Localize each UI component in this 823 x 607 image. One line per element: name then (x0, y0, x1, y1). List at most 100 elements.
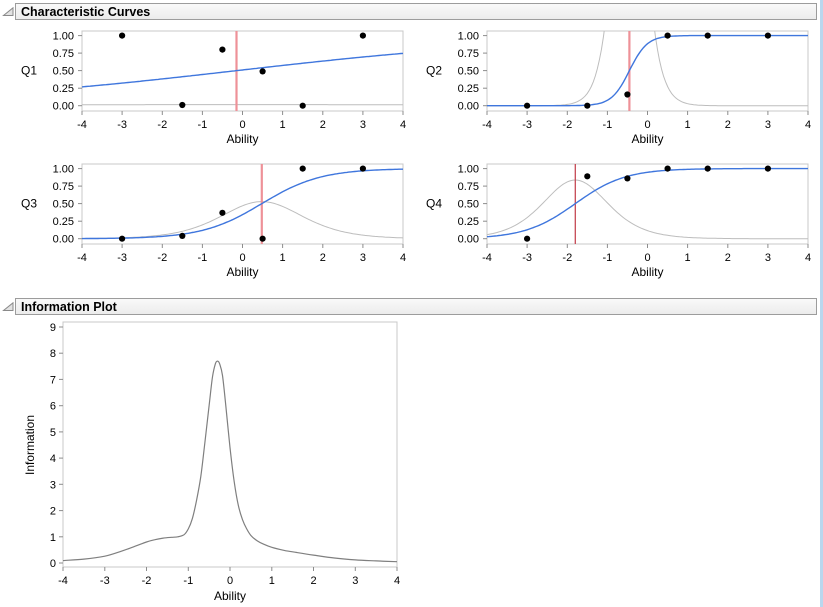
x-tick-label: -2 (157, 252, 167, 264)
x-tick-label: 2 (320, 119, 326, 131)
data-point (259, 68, 266, 75)
data-point (359, 32, 366, 39)
plot-frame (81, 163, 404, 245)
item-label: Q4 (426, 197, 442, 211)
x-tick-label: 2 (310, 575, 316, 587)
y-tick-label: 0 (50, 558, 56, 570)
disclosure-triangle-icon[interactable] (2, 302, 14, 312)
x-tick-label: 4 (805, 252, 811, 264)
data-point (584, 102, 591, 109)
disclosure-triangle-icon[interactable] (2, 7, 14, 17)
x-axis-label: Ability (226, 132, 258, 146)
y-tick-label: 0.50 (53, 66, 74, 78)
x-tick-label: 2 (320, 252, 326, 264)
x-tick-label: 4 (400, 252, 406, 264)
x-tick-label: 4 (400, 119, 406, 131)
data-point (119, 32, 126, 39)
x-tick-label: 1 (280, 119, 286, 131)
y-tick-label: 1.00 (458, 31, 479, 43)
x-tick-label: -4 (482, 252, 492, 264)
q2-characteristic-curve-plot: 0.00 0.25 0.50 0.75 1.00 -4 -3 -2 -1 0 1 2 3 4 Ability… (426, 30, 811, 146)
x-tick-label: 1 (269, 575, 275, 587)
x-tick-label: 4 (394, 575, 400, 587)
x-tick-label: -4 (482, 119, 492, 131)
y-tick-label: 0.00 (53, 101, 74, 113)
x-tick-label: 0 (644, 119, 650, 131)
q1-characteristic-curve-plot: 0.00 0.25 0.50 0.75 1.00 -4 -3 -2 -1 0 1 2 3 4 Ability… (21, 30, 406, 146)
data-point (764, 165, 771, 172)
x-axis-label: Ability (631, 132, 663, 146)
icc-curve (82, 168, 403, 240)
data-point (524, 102, 531, 109)
y-tick-label: 0.50 (53, 199, 74, 211)
x-tick-label: -2 (142, 575, 152, 587)
section-title: Information Plot (21, 299, 117, 314)
data-point (664, 32, 671, 39)
data-point (119, 235, 126, 242)
x-tick-label: 2 (725, 119, 731, 131)
y-tick-label: 4 (50, 453, 56, 465)
y-axis-label: Information (23, 415, 37, 475)
x-tick-label: -2 (562, 119, 572, 131)
x-tick-label: -1 (603, 252, 613, 264)
data-point (704, 165, 711, 172)
x-tick-label: -3 (117, 119, 127, 131)
y-tick-label: 6 (50, 401, 56, 413)
data-point (219, 46, 226, 53)
section-header-characteristic-curves[interactable]: Characteristic Curves (15, 3, 817, 20)
y-tick-label: 3 (50, 479, 56, 491)
x-tick-label: -3 (522, 252, 532, 264)
y-tick-label: 0.25 (458, 83, 479, 95)
x-tick-label: -4 (77, 252, 87, 264)
data-point (524, 235, 531, 242)
x-tick-label: -2 (157, 119, 167, 131)
y-tick-label: 2 (50, 506, 56, 518)
y-tick-label: 1 (50, 532, 56, 544)
icc-curve (486, 167, 808, 238)
data-point (259, 235, 266, 242)
y-tick-label: 0.00 (458, 101, 479, 113)
y-tick-label: 0.00 (53, 234, 74, 246)
data-point (704, 32, 711, 39)
x-tick-label: 0 (239, 252, 245, 264)
x-tick-label: -1 (183, 575, 193, 587)
data-point (299, 165, 306, 172)
information-curve (62, 360, 398, 563)
icc-curve (81, 52, 404, 88)
information-plot: 0 1 2 3 4 5 6 7 8 9 -4 -3 -2 -1 0 1 2 3 4 Ability Informatio… (23, 321, 400, 603)
section-title: Characteristic Curves (21, 4, 151, 19)
data-point (299, 102, 306, 109)
item-label: Q1 (21, 64, 37, 78)
x-tick-label: -4 (77, 119, 87, 131)
x-axis-label: Ability (214, 589, 246, 603)
data-point (624, 91, 631, 98)
y-tick-label: 1.00 (53, 164, 74, 176)
x-tick-label: 3 (360, 252, 366, 264)
y-tick-label: 0.25 (53, 83, 74, 95)
x-tick-label: 3 (352, 575, 358, 587)
data-point (764, 32, 771, 39)
data-point (584, 173, 591, 180)
y-tick-label: 0.75 (53, 181, 74, 193)
y-tick-label: 7 (50, 374, 56, 386)
x-tick-label: -1 (198, 119, 208, 131)
y-tick-label: 0.00 (458, 234, 479, 246)
data-point (359, 165, 366, 172)
q3-characteristic-curve-plot: 0.00 0.25 0.50 0.75 1.00 -4 -3 -2 -1 0 1 2 3 4 Ability… (21, 163, 406, 279)
x-tick-label: 0 (239, 119, 245, 131)
item-label: Q2 (426, 64, 442, 78)
x-axis-label: Ability (631, 265, 663, 279)
x-tick-label: -4 (58, 575, 68, 587)
x-tick-label: -3 (117, 252, 127, 264)
item-label: Q3 (21, 197, 37, 211)
x-tick-label: -1 (198, 252, 208, 264)
y-tick-label: 1.00 (458, 164, 479, 176)
y-tick-label: 5 (50, 427, 56, 439)
q4-characteristic-curve-plot: 0.00 0.25 0.50 0.75 1.00 -4 -3 -2 -1 0 1 2 3 4 Ability… (426, 163, 811, 279)
item-information-curve (487, 179, 808, 240)
x-tick-label: 3 (765, 119, 771, 131)
x-tick-label: -2 (562, 252, 572, 264)
section-header-information-plot[interactable]: Information Plot (15, 298, 817, 315)
plot-frame (486, 163, 809, 245)
